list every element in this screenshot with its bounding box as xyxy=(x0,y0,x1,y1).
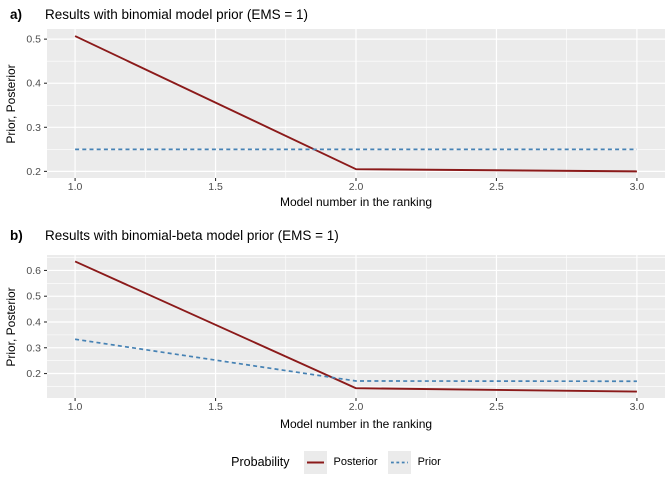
panel-b-title: Results with binomial-beta model prior (… xyxy=(45,228,339,243)
x-tick-label: 3.0 xyxy=(630,181,645,193)
x-tick-label: 1.5 xyxy=(208,181,223,193)
x-tick-label: 1.5 xyxy=(208,401,223,413)
x-tick-label: 3.0 xyxy=(630,401,645,413)
y-tick-label: 0.4 xyxy=(26,316,41,328)
legend-entry-posterior: Posterior xyxy=(303,450,378,474)
panel-a-title: Results with binomial model prior (EMS =… xyxy=(45,7,308,22)
legend-entry-prior: Prior xyxy=(387,450,441,474)
panel-b-header: b) Results with binomial-beta model prior… xyxy=(10,228,339,243)
legend-label-posterior: Posterior xyxy=(333,456,378,468)
posterior-key-icon xyxy=(303,450,327,474)
panel-b-x-axis-title: Model number in the ranking xyxy=(279,417,433,431)
x-tick-label: 2.5 xyxy=(489,181,504,193)
prior-key-icon xyxy=(387,450,411,474)
panel-a-plot-area: 0.2 0.3 0.4 0.5 1.0 1.5 2.0 2.5 3.0 xyxy=(26,29,665,193)
x-tick-label: 1.0 xyxy=(68,401,83,413)
y-tick-label: 0.2 xyxy=(26,166,41,178)
y-tick-label: 0.2 xyxy=(26,368,41,380)
panel-a-header: a) Results with binomial model prior (EMS… xyxy=(10,7,308,22)
y-tick-label: 0.5 xyxy=(26,291,41,303)
y-tick-label: 0.6 xyxy=(26,265,41,277)
y-tick-label: 0.5 xyxy=(26,34,41,46)
panel-b-plot-area: 0.2 0.3 0.4 0.5 0.6 1.0 1.5 2.0 2.5 3.0 xyxy=(26,255,665,413)
x-tick-label: 2.5 xyxy=(489,401,504,413)
x-tick-label: 2.0 xyxy=(349,401,364,413)
posterior-series-line xyxy=(74,260,637,393)
legend-title: Probability xyxy=(231,455,290,469)
panel-a-x-axis-title: Model number in the ranking xyxy=(279,195,433,209)
posterior-series-line xyxy=(74,35,637,173)
y-tick-label: 0.3 xyxy=(26,122,41,134)
panel-a-label: a) xyxy=(10,7,23,22)
y-tick-label: 0.4 xyxy=(26,78,41,90)
panel-b-label: b) xyxy=(10,228,23,243)
legend-label-prior: Prior xyxy=(417,456,441,468)
prior-series-line xyxy=(74,338,637,383)
x-tick-label: 2.0 xyxy=(349,181,364,193)
legend: Probability Posterior Prior xyxy=(0,449,672,475)
x-tick-label: 1.0 xyxy=(68,181,83,193)
y-tick-label: 0.3 xyxy=(26,342,41,354)
